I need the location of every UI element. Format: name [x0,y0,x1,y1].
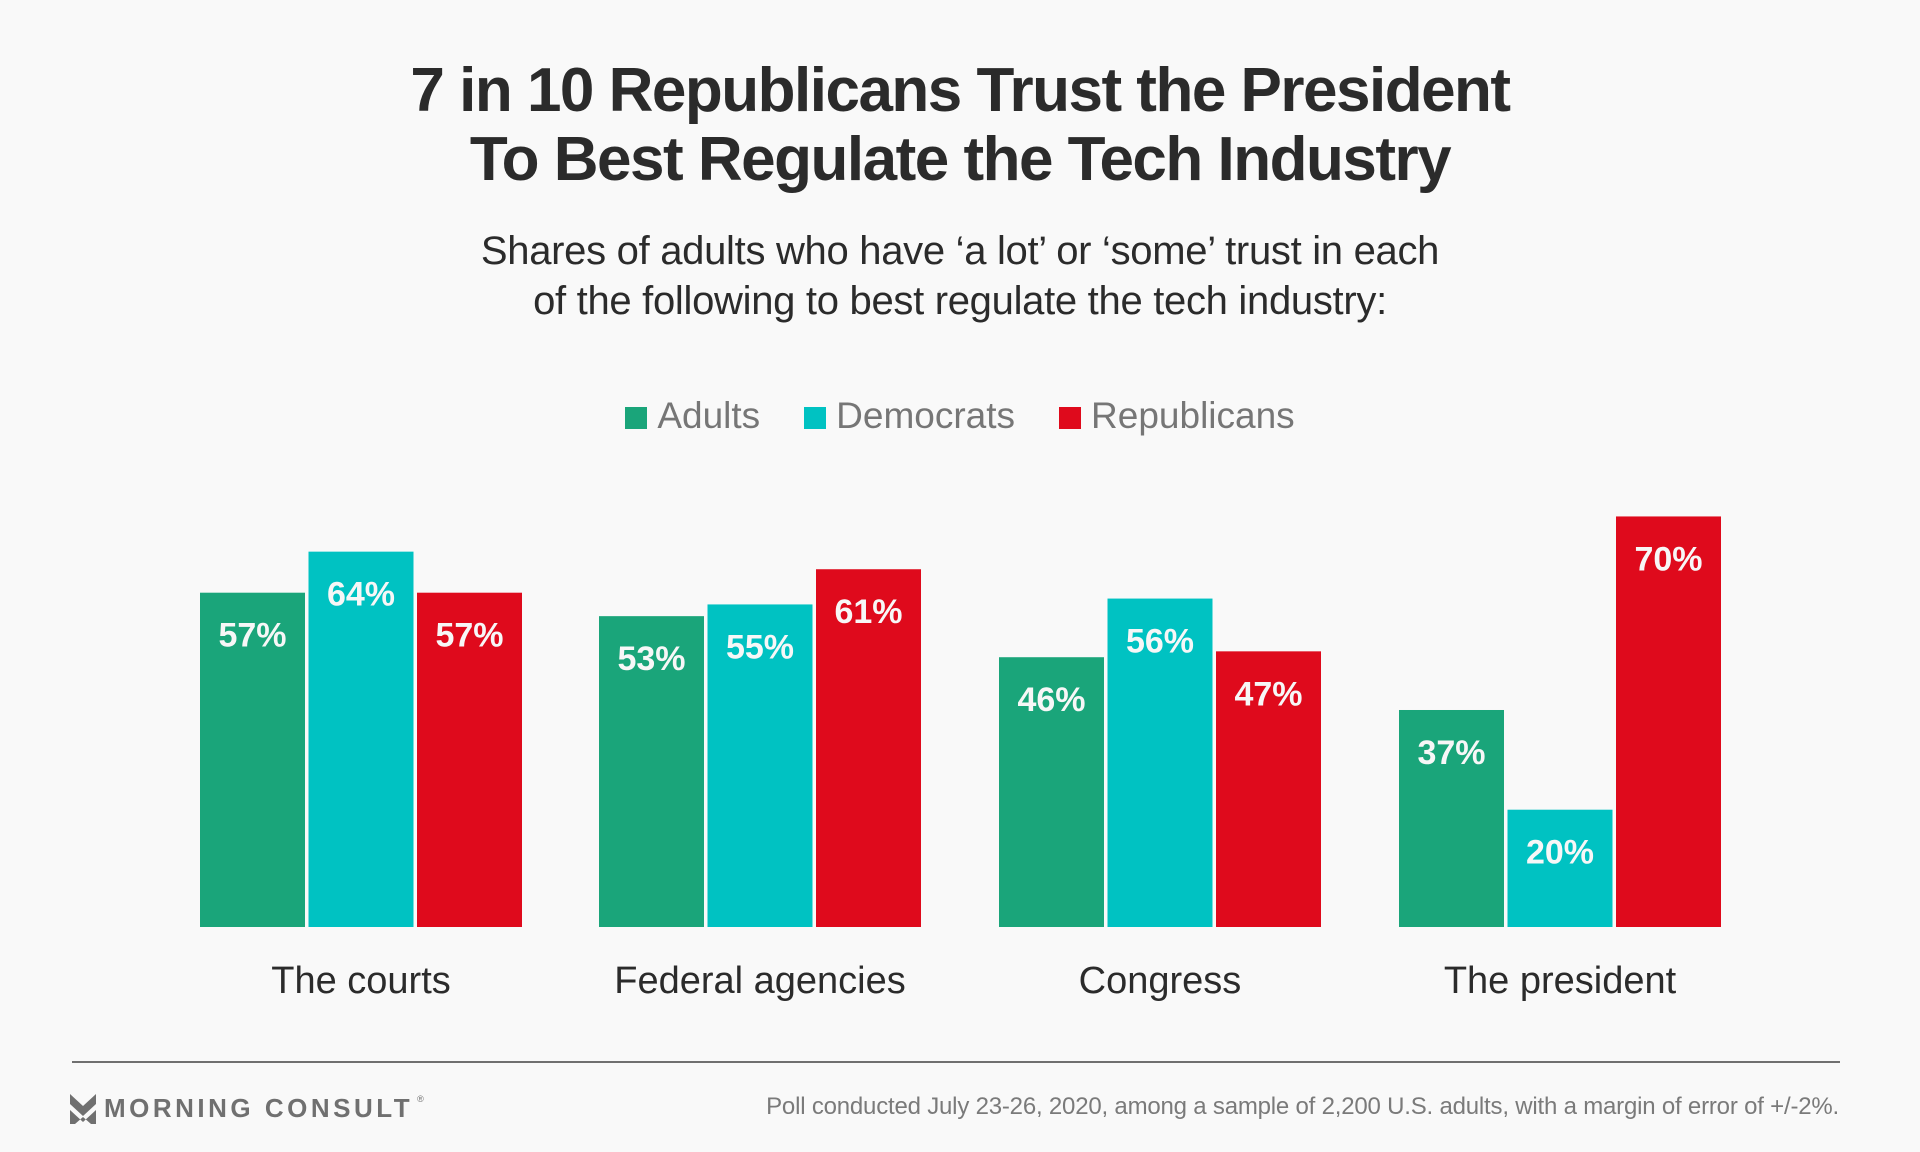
bar-value-label-the-president-republicans: 70% [1634,540,1702,578]
bar-the-courts-adults [200,592,305,927]
footer-divider [72,1061,1840,1063]
bar-congress-republicans [1216,651,1321,927]
bar-value-label-federal-agencies-democrats: 55% [726,628,794,666]
legend-item-republicans: Republicans [1059,394,1295,438]
category-label-the-president: The president [1444,960,1677,1002]
legend-label-republicans: Republicans [1091,395,1295,436]
bar-group-the-courts: 57% 64% 57% [200,551,522,927]
bar-federal-agencies-democrats [707,604,813,927]
legend-swatch-adults [625,407,648,429]
bar-the-president-republicans [1616,516,1721,927]
legend-item-democrats: Democrats [804,394,1015,438]
bar-value-label-the-president-adults: 37% [1417,734,1485,772]
bar-the-president-democrats [1507,809,1613,927]
brand-name: MORNING CONSULT [104,1093,414,1123]
bar-group-federal-agencies: 53% 55% 61% [599,569,921,927]
bar-federal-agencies-adults [599,616,704,927]
bar-value-label-federal-agencies-adults: 53% [617,640,685,678]
chart-subtitle: Shares of adults who have ‘a lot’ or ‘so… [0,226,1920,326]
chart-legend: Adults Democrats Republicans [0,394,1920,438]
bar-value-label-congress-democrats: 56% [1126,623,1194,661]
bar-the-president-adults [1399,709,1504,927]
brand-logo: MORNING CONSULT ® [70,1093,424,1124]
legend-label-adults: Adults [657,395,761,436]
bar-the-courts-democrats [308,551,414,927]
legend-swatch-democrats [804,407,827,429]
bar-group-the-president: 37% 20% 70% [1399,516,1721,927]
bar-value-label-the-courts-adults: 57% [218,617,286,655]
bar-value-label-the-courts-republicans: 57% [435,617,503,655]
source-note: Poll conducted July 23-26, 2020, among a… [766,1093,1839,1120]
chart-subtitle-line-2: of the following to best regulate the te… [533,279,1387,323]
bar-congress-democrats [1107,598,1213,927]
bar-value-label-congress-adults: 46% [1017,681,1085,719]
chart-title-line-2: To Best Regulate the Tech Industry [469,125,1452,194]
chart-subtitle-line-1: Shares of adults who have ‘a lot’ or ‘so… [480,229,1440,273]
bar-value-label-the-courts-democrats: 64% [327,576,395,614]
bar-group-congress: 46% 56% 47% [999,598,1321,927]
bar-value-label-congress-republicans: 47% [1234,675,1302,713]
category-label-the-courts: The courts [271,960,451,1002]
legend-label-democrats: Democrats [836,395,1016,436]
morning-consult-chevron-logo-icon [70,1093,96,1124]
registered-mark: ® [417,1093,424,1104]
bar-value-label-the-president-democrats: 20% [1526,834,1594,872]
bar-congress-adults [999,657,1104,927]
category-label-congress: Congress [1079,960,1242,1002]
bar-the-courts-republicans [417,592,522,927]
chart-title-line-1: 7 in 10 Republicans Trust the President [410,56,1511,125]
chart-title: 7 in 10 Republicans Trust the President … [0,56,1920,194]
legend-item-adults: Adults [625,394,760,438]
bar-value-label-federal-agencies-republicans: 61% [834,593,902,631]
bar-federal-agencies-republicans [816,569,921,927]
category-label-federal-agencies: Federal agencies [614,960,906,1002]
legend-swatch-republicans [1059,407,1082,429]
